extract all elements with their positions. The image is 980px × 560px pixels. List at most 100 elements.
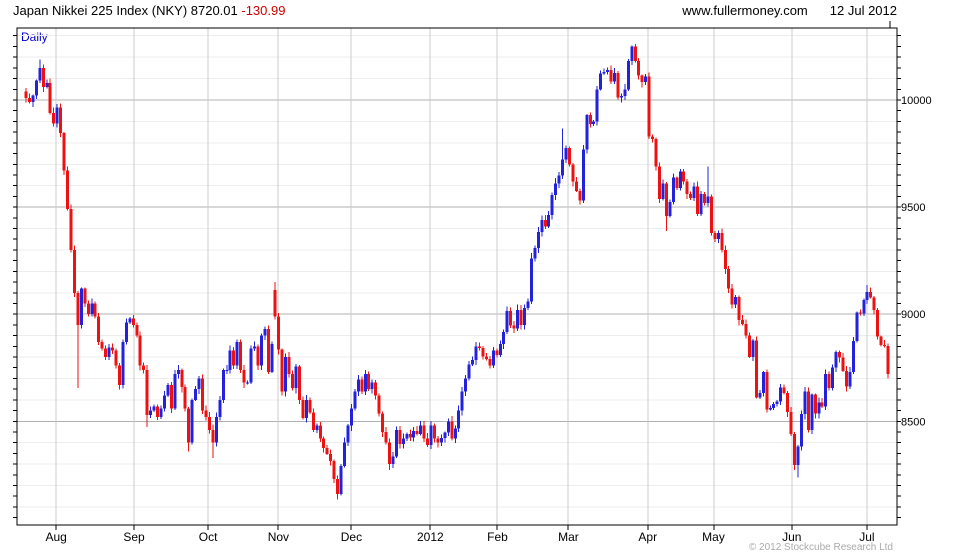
candle-body (415, 430, 419, 435)
candle (498, 340, 502, 358)
candle-body (194, 389, 198, 400)
header-right: www.fullermoney.com 12 Jul 2012 (682, 3, 897, 18)
candle (45, 79, 49, 89)
candle-body (401, 438, 405, 444)
candle-body (588, 114, 592, 124)
candle (626, 59, 630, 91)
candle-body (432, 425, 436, 439)
candle-body (561, 159, 565, 176)
candle-body (536, 231, 540, 248)
candle (869, 287, 873, 299)
candle (872, 295, 876, 315)
candle-body (384, 431, 388, 443)
candle (412, 427, 416, 442)
candle (522, 304, 526, 330)
candle (540, 215, 544, 237)
candle (204, 405, 208, 421)
candle (460, 386, 464, 416)
candle-body (460, 391, 464, 411)
candle (280, 348, 284, 396)
candle-body (543, 219, 547, 227)
candles (24, 44, 890, 500)
candle-body (817, 402, 821, 414)
candle (654, 137, 658, 171)
x-axis-month-label: Sep (123, 530, 145, 544)
candle-body (79, 288, 83, 325)
candle-body (93, 303, 97, 317)
price-change: -130.99 (241, 3, 286, 18)
candle (703, 192, 707, 206)
candle (197, 376, 201, 395)
candle (862, 298, 866, 316)
x-axis-labels: Aug Sep Oct Nov Dec 2012 Feb Mar Apr May Jun Jul (45, 530, 874, 544)
candle (277, 312, 281, 355)
candle-body (72, 249, 76, 293)
candle-body (277, 316, 281, 350)
candle-body (169, 384, 173, 409)
candle (76, 290, 80, 389)
candle-body (831, 367, 835, 389)
candle (578, 188, 582, 205)
candle-body (394, 429, 398, 457)
candle-body (38, 67, 42, 81)
candle (495, 348, 499, 358)
candle-body (568, 147, 572, 165)
candle (706, 166, 710, 207)
candle-body (97, 316, 101, 343)
candle-body (426, 438, 430, 445)
candle (304, 394, 308, 423)
candle (31, 94, 35, 108)
x-axis-month-label: May (702, 530, 725, 544)
candle-body (377, 395, 381, 414)
candle (834, 350, 838, 373)
chart-title: Japan Nikkei 225 Index (NKY) 8720.01 -13… (13, 3, 285, 18)
candle (387, 438, 391, 471)
candle-body (481, 348, 485, 357)
candle (308, 397, 312, 414)
candle (69, 204, 73, 253)
candle (173, 370, 177, 411)
candle-body (748, 335, 752, 357)
candle-body (228, 350, 232, 370)
candle (644, 74, 648, 86)
candle-body (578, 190, 582, 201)
candle-body (720, 232, 724, 250)
candle (865, 285, 869, 305)
candle (678, 168, 682, 191)
candle (671, 173, 675, 205)
x-axis-month-label: Mar (558, 530, 579, 544)
candle (97, 312, 101, 345)
candle-body (661, 183, 665, 199)
x-axis-month-label: Jul (859, 530, 874, 544)
candle-body (114, 350, 118, 366)
candle (457, 405, 461, 432)
candle (294, 363, 298, 394)
candle-body (671, 177, 675, 202)
candle (668, 199, 672, 218)
candle-body (356, 379, 360, 392)
candle-body (59, 107, 63, 134)
candle-body (55, 107, 59, 124)
candle (38, 59, 42, 83)
candle (536, 226, 540, 253)
candle-body (90, 303, 94, 315)
candle (121, 339, 125, 389)
candle (775, 399, 779, 407)
candle-body (422, 425, 426, 439)
candle-body (550, 194, 554, 216)
candle (581, 144, 585, 203)
candle (464, 374, 468, 397)
candle-body (741, 319, 745, 325)
candle-body (606, 69, 610, 73)
candle (561, 128, 565, 179)
candle-body (786, 392, 790, 413)
candle (62, 131, 66, 175)
candle-body (453, 428, 457, 439)
candle-body (678, 171, 682, 188)
candle (709, 194, 713, 236)
candle-body (104, 348, 108, 358)
candle (374, 380, 378, 400)
candle (661, 179, 665, 201)
candle (883, 339, 887, 348)
